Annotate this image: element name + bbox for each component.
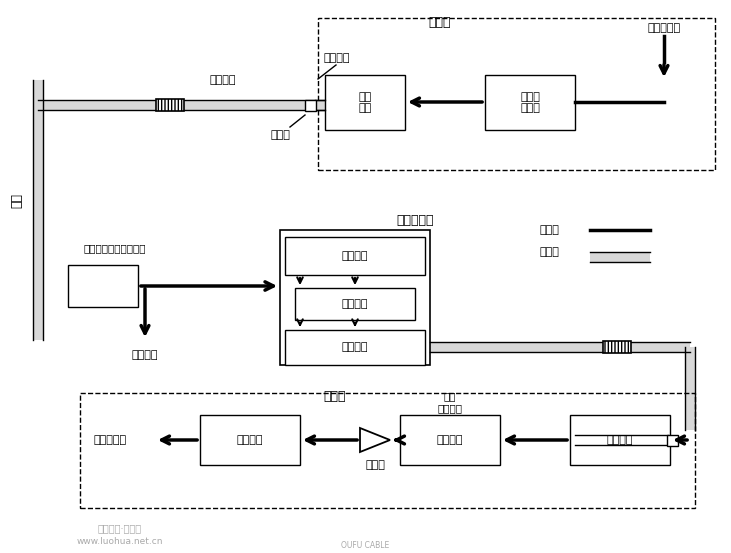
Bar [685, 347, 695, 430]
Bar [570, 415, 670, 465]
Text: 衰减器: 衰减器 [270, 130, 290, 140]
Bar [590, 252, 650, 262]
Bar [33, 80, 43, 340]
Bar [430, 342, 610, 352]
Bar [285, 237, 425, 275]
Text: 电信号输入: 电信号输入 [648, 23, 681, 33]
Text: 光路: 光路 [10, 192, 23, 207]
Text: 再生中继器: 再生中继器 [396, 213, 433, 227]
Bar [38, 100, 340, 110]
Text: 益阳职院·曾祥华: 益阳职院·曾祥华 [98, 523, 142, 533]
Bar [305, 100, 316, 111]
Text: 光纤盘盒: 光纤盘盒 [210, 75, 236, 85]
Bar [285, 330, 425, 365]
Bar [200, 415, 300, 465]
Text: 光放大器: 光放大器 [607, 435, 633, 445]
Text: 光信号: 光信号 [540, 247, 560, 257]
Text: 监控设备: 监控设备 [132, 350, 158, 360]
Bar [325, 75, 405, 130]
Text: 信号导向: 信号导向 [237, 435, 263, 445]
Text: 放大器: 放大器 [365, 460, 385, 470]
Text: 电信号: 电信号 [540, 225, 560, 235]
Text: 光放大器: 光放大器 [342, 251, 368, 261]
Text: 光调制器: 光调制器 [324, 53, 350, 63]
Bar [400, 415, 500, 465]
Bar [280, 230, 430, 365]
Bar [631, 342, 690, 352]
Bar [295, 288, 415, 320]
Text: 电再生器: 电再生器 [342, 299, 368, 309]
Bar [485, 75, 575, 130]
Bar [156, 99, 184, 111]
Bar [68, 265, 138, 307]
Bar [667, 435, 678, 446]
Text: 光接收器: 光接收器 [436, 435, 463, 445]
Text: 光再生器: 光再生器 [342, 342, 368, 352]
Bar [318, 18, 715, 170]
Bar [575, 435, 668, 445]
Text: 光电
信号处理: 光电 信号处理 [437, 391, 463, 413]
Text: 发端机: 发端机 [429, 17, 451, 29]
Text: OUFU CABLE: OUFU CABLE [341, 540, 389, 550]
Text: www.luohua.net.cn: www.luohua.net.cn [77, 538, 163, 546]
Bar [315, 100, 325, 110]
Text: 光调
制器: 光调 制器 [358, 92, 371, 113]
Text: 收端机: 收端机 [324, 390, 346, 404]
Polygon shape [360, 428, 390, 452]
Bar [603, 341, 631, 353]
Text: 光合并分束器光束代器: 光合并分束器光束代器 [84, 243, 146, 253]
Text: 电信号输出: 电信号输出 [94, 435, 126, 445]
Text: 电信号
处理器: 电信号 处理器 [520, 92, 540, 113]
Bar [80, 393, 695, 508]
